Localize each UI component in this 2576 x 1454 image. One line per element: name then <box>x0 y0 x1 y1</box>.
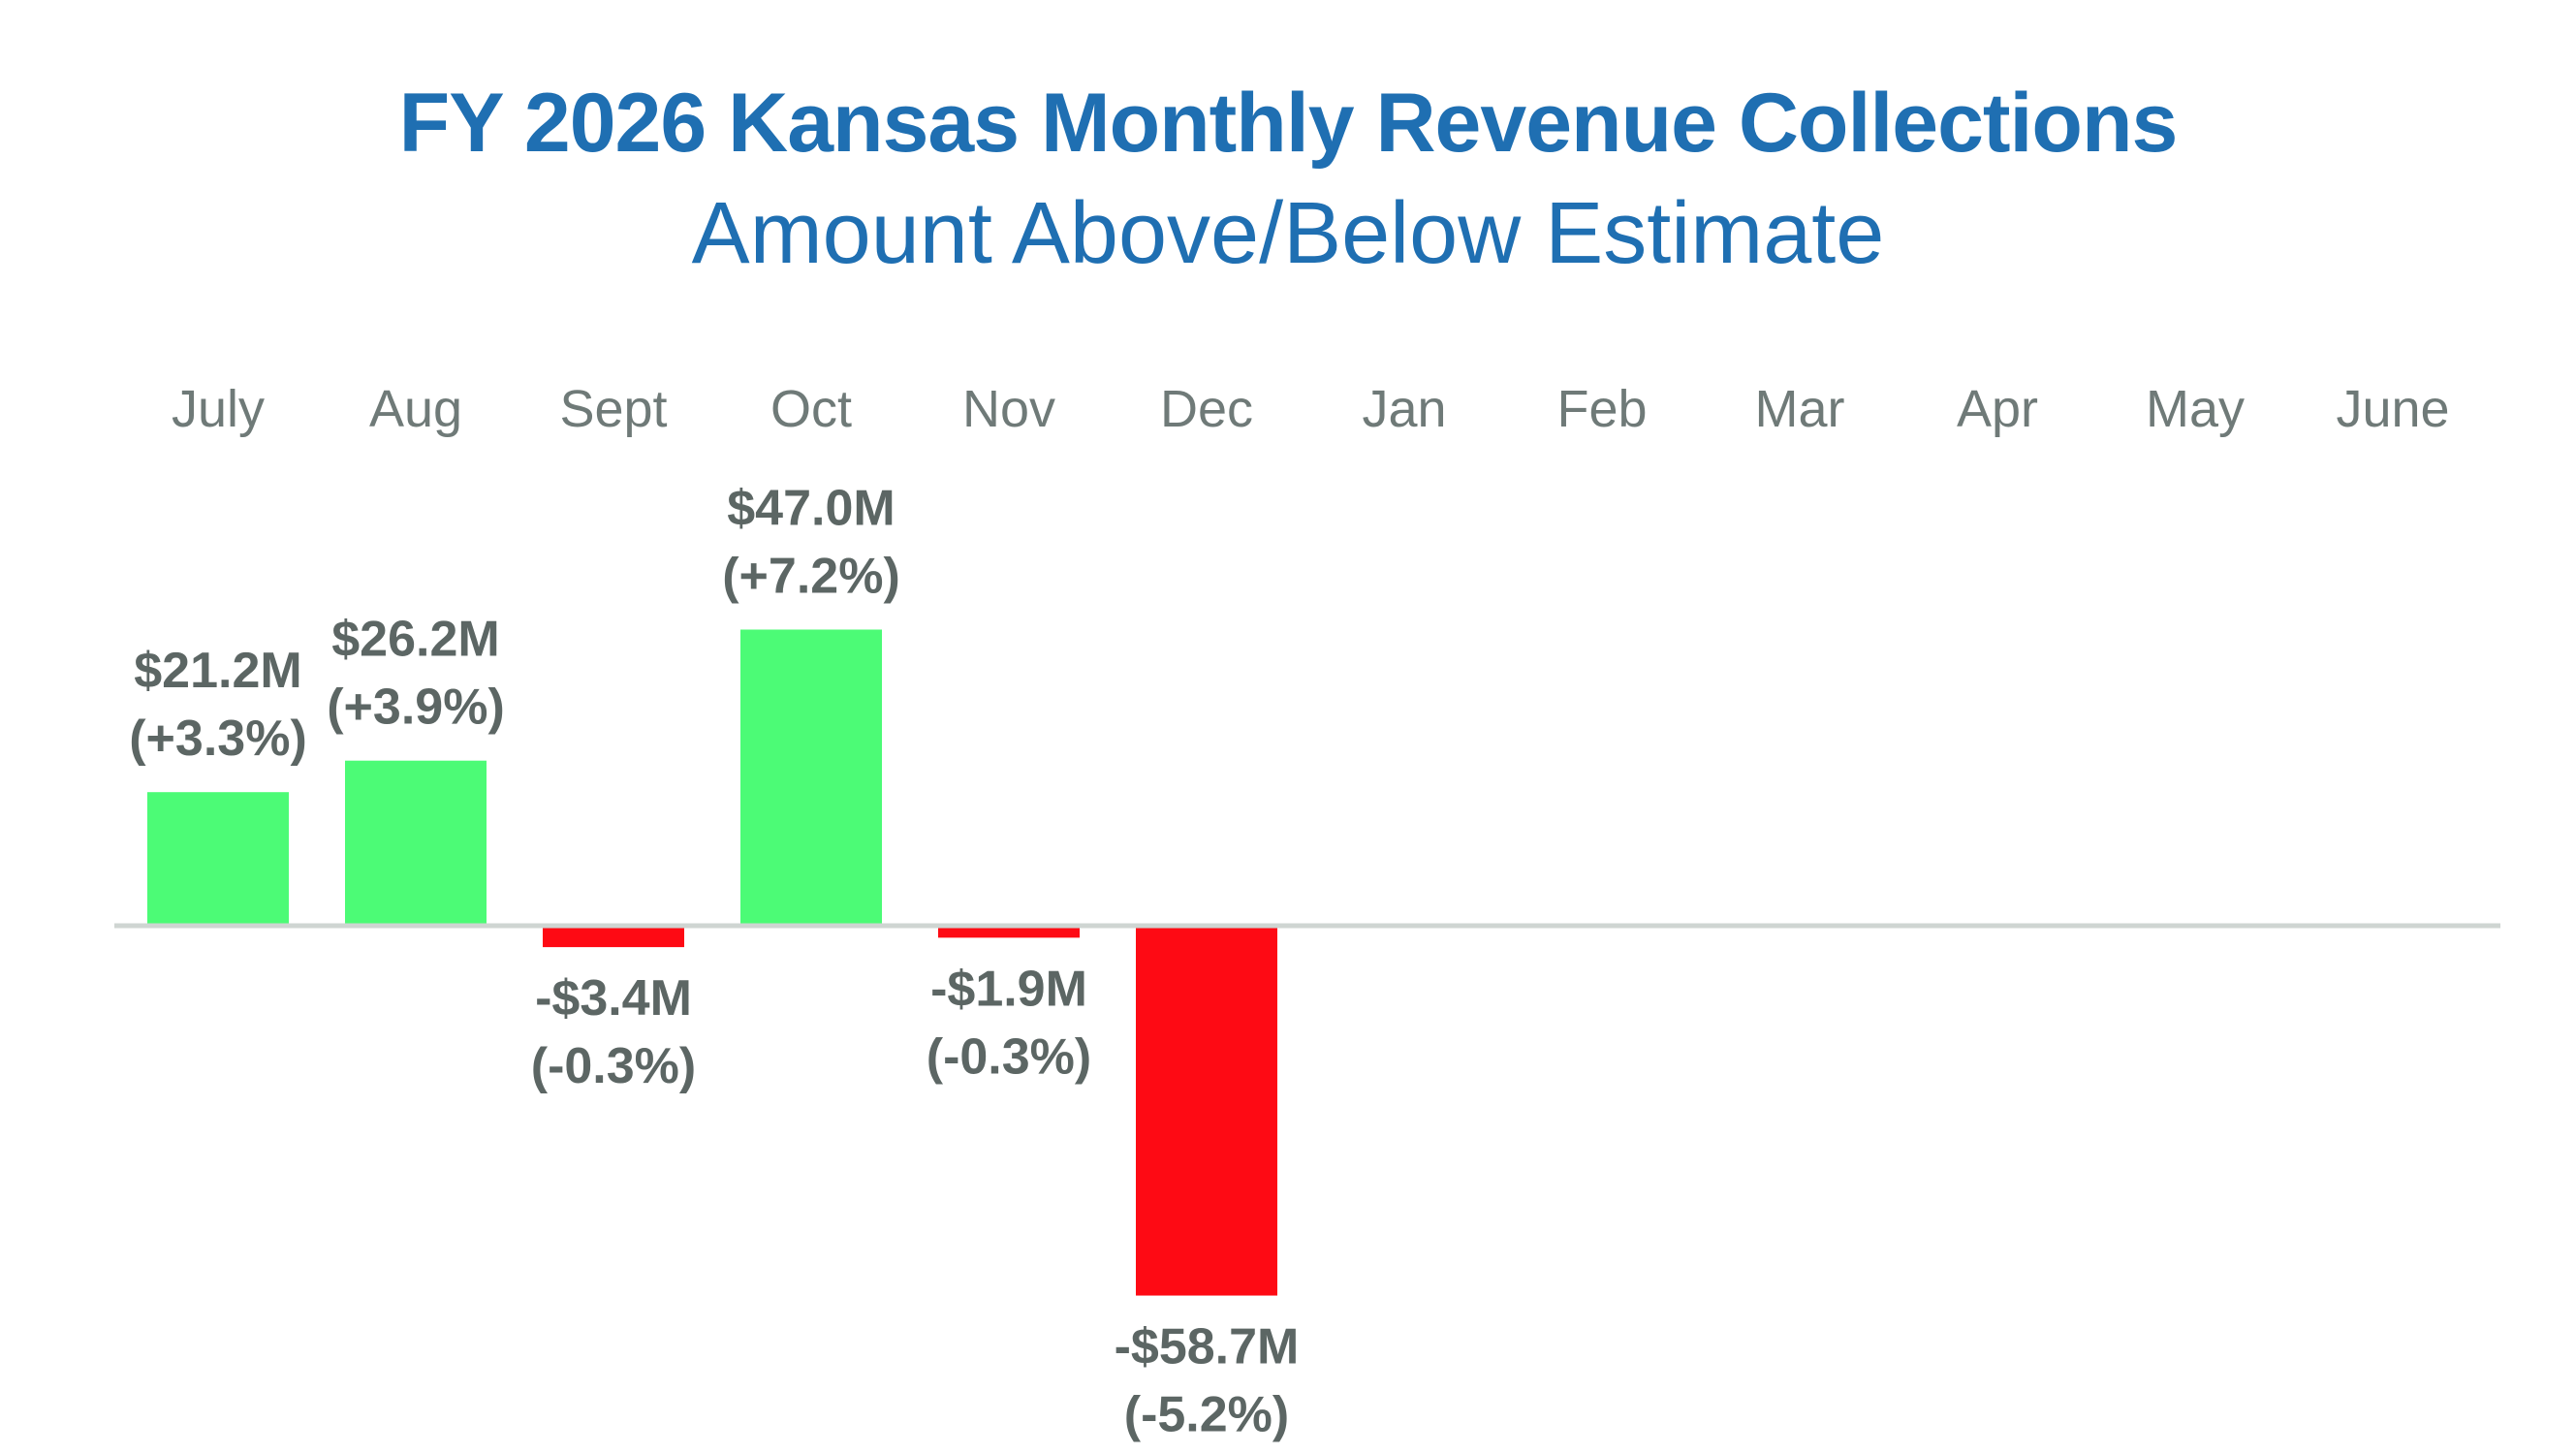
month-label-mar: Mar <box>1755 380 1845 438</box>
month-label-may: May <box>2146 380 2245 438</box>
data-label-percent-july: (+3.3%) <box>129 711 307 767</box>
data-label-percent-oct: (+7.2%) <box>722 549 900 605</box>
bar-sept <box>543 926 684 948</box>
chart-subtitle: Amount Above/Below Estimate <box>691 185 1885 282</box>
month-label-apr: Apr <box>1957 380 2038 438</box>
data-label-percent-nov: (-0.3%) <box>927 1028 1091 1085</box>
data-label-amount-july: $21.2M <box>134 643 301 699</box>
data-label-amount-oct: $47.0M <box>727 481 895 537</box>
month-label-nov: Nov <box>962 380 1055 438</box>
month-label-oct: Oct <box>770 380 852 438</box>
data-label-percent-sept: (-0.3%) <box>531 1038 696 1094</box>
bar-aug <box>345 760 487 926</box>
data-label-amount-nov: -$1.9M <box>930 961 1087 1017</box>
data-label-percent-aug: (+3.9%) <box>327 680 505 736</box>
bar-dec <box>1136 926 1277 1296</box>
data-label-amount-aug: $26.2M <box>331 612 499 668</box>
data-label-amount-dec: -$58.7M <box>1115 1319 1300 1375</box>
bar-nov <box>938 926 1080 938</box>
bar-july <box>147 792 289 926</box>
month-label-july: July <box>172 380 265 438</box>
month-label-feb: Feb <box>1556 380 1647 438</box>
data-label-amount-sept: -$3.4M <box>535 970 692 1027</box>
month-label-aug: Aug <box>369 380 462 438</box>
month-label-dec: Dec <box>1160 380 1253 438</box>
data-label-percent-dec: (-5.2%) <box>1124 1387 1289 1443</box>
chart-title: FY 2026 Kansas Monthly Revenue Collectio… <box>398 77 2179 170</box>
month-label-jan: Jan <box>1362 380 1446 438</box>
month-label-sept: Sept <box>559 380 667 438</box>
bar-oct <box>740 629 882 926</box>
month-label-june: June <box>2336 380 2449 438</box>
